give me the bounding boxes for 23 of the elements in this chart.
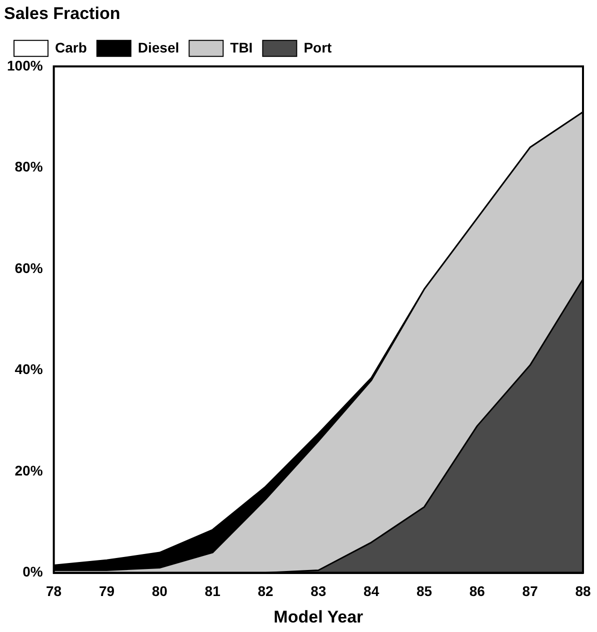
x-tick-label: 81 <box>204 583 221 600</box>
x-tick-label: 78 <box>46 583 62 600</box>
x-tick-label: 88 <box>575 583 591 600</box>
x-tick-label: 79 <box>98 583 115 600</box>
x-tick-label: 87 <box>522 583 538 600</box>
y-tick-label: 80% <box>14 158 44 175</box>
x-tick-label: 80 <box>152 583 168 600</box>
x-tick-label: 84 <box>364 583 380 600</box>
legend-label: Port <box>304 39 332 56</box>
y-tick-label: 20% <box>14 462 44 478</box>
x-tick-label: 82 <box>258 583 274 600</box>
x-tick-label: 86 <box>469 583 486 600</box>
y-tick-label: 100% <box>6 57 44 74</box>
legend-label: Carb <box>55 39 87 56</box>
chart-title: Sales Fraction <box>4 4 120 23</box>
y-tick-label: 40% <box>14 361 44 378</box>
y-tick-label: 60% <box>14 260 44 276</box>
x-axis-title: Model Year <box>274 607 364 626</box>
legend-label: TBI <box>230 39 253 56</box>
y-tick-label: 0% <box>22 564 44 580</box>
x-tick-label: 83 <box>310 583 326 600</box>
x-tick-label: 85 <box>416 583 432 600</box>
legend-label: Diesel <box>138 39 180 56</box>
